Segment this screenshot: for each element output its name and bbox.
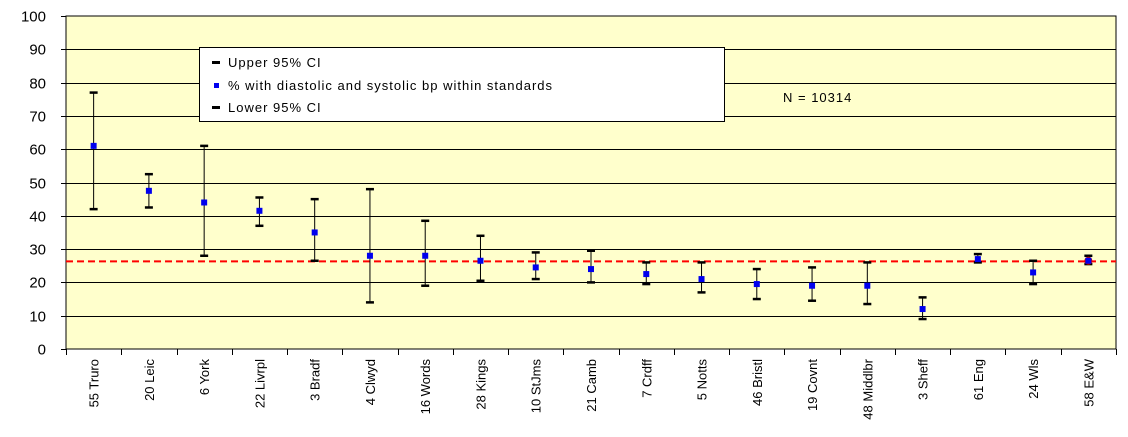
y-tick-label: 10	[29, 309, 46, 326]
error-bar	[1084, 254, 1093, 266]
y-tick-label: 70	[29, 109, 46, 126]
error-bar	[476, 234, 485, 282]
error-bar	[697, 261, 706, 294]
x-tick-label: 6 York	[197, 359, 212, 396]
error-bar	[89, 91, 98, 211]
point-marker	[201, 199, 208, 206]
legend-label-point: % with diastolic and systolic bp within …	[228, 77, 554, 93]
x-tick-label: 4 Clwyd	[363, 359, 378, 405]
point-marker	[864, 282, 871, 289]
point-marker	[311, 229, 318, 236]
error-bars	[89, 91, 1093, 321]
x-tick-label: 22 Livrpl	[252, 359, 267, 408]
x-axis: 55 Truro 20 Leic 6 York 22 Livrpl 3 Bradf 4 C…	[66, 349, 1117, 420]
point-marker	[698, 276, 705, 283]
upper-ci-symbol	[210, 60, 222, 64]
x-tick-label: 21 Camb	[584, 359, 599, 412]
x-tick-label: 55 Truro	[87, 359, 102, 407]
legend: Upper 95% CI % with diastolic and systol…	[199, 47, 725, 122]
error-bar	[973, 252, 982, 264]
lower-ci-symbol	[210, 105, 222, 109]
error-bar	[587, 249, 595, 284]
x-tick-label: 16 Words	[418, 359, 433, 415]
error-bar	[421, 219, 430, 287]
point-marker	[90, 142, 97, 149]
x-tick-label: 28 Kings	[473, 359, 488, 410]
point-marker	[145, 187, 152, 194]
point-marker	[1085, 257, 1092, 264]
error-bar	[531, 251, 540, 281]
point-marker	[1030, 269, 1037, 276]
y-tick-label: 90	[29, 42, 46, 59]
y-tick-label: 30	[29, 242, 46, 259]
x-tick-label: 58 E&W	[1081, 358, 1096, 406]
point-marker	[477, 257, 484, 264]
point-marker	[532, 264, 539, 271]
error-bar	[144, 172, 153, 209]
x-tick-label: 5 Notts	[695, 359, 710, 401]
error-bar	[1029, 259, 1038, 286]
y-axis: 0 10 20 30 40 50 60 70 80 90 100	[21, 9, 66, 359]
legend-item-lower: Lower 95% CI	[210, 98, 322, 116]
x-tick-label: 46 Bristl	[750, 359, 765, 406]
y-tick-label: 0	[38, 342, 46, 359]
legend-label-lower: Lower 95% CI	[228, 99, 322, 115]
x-tick-label: 24 Wls	[1026, 359, 1041, 399]
y-tick-label: 50	[29, 176, 46, 193]
error-bar	[255, 196, 264, 228]
x-tick-label: 48 Middlbr	[860, 358, 875, 419]
x-tick-label: 19 Covnt	[805, 359, 820, 411]
error-bar	[752, 267, 761, 301]
point-marker	[919, 306, 926, 313]
x-tick-label: 61 Eng	[971, 359, 986, 400]
y-tick-label: 100	[21, 9, 46, 26]
point-marker	[809, 282, 816, 289]
error-bar	[863, 261, 872, 306]
point-marker	[974, 256, 981, 263]
point-marker	[366, 252, 373, 259]
point-marker	[256, 207, 263, 214]
error-bar	[642, 261, 651, 286]
legend-item-upper: Upper 95% CI	[210, 53, 322, 71]
x-tick-label: 3 Bradf	[308, 359, 323, 401]
point-marker	[643, 271, 650, 278]
error-bar	[200, 144, 209, 258]
error-bar	[310, 197, 319, 263]
y-tick-label: 20	[29, 275, 46, 292]
error-bar	[808, 266, 817, 302]
point-marker	[422, 252, 429, 259]
error-bar	[365, 187, 374, 304]
legend-label-upper: Upper 95% CI	[228, 54, 322, 70]
y-tick-label: 40	[29, 209, 46, 226]
x-tick-label: 20 Leic	[142, 359, 157, 401]
point-marker	[753, 281, 760, 288]
x-tick-label: 3 Sheff	[916, 359, 931, 400]
y-tick-label: 60	[29, 142, 46, 159]
point-symbol	[210, 82, 222, 88]
error-bar	[918, 296, 927, 321]
legend-item-point: % with diastolic and systolic bp within …	[210, 76, 553, 94]
sample-size-annotation: N = 10314	[783, 90, 853, 105]
x-tick-label: 7 Crdff	[639, 359, 654, 398]
x-tick-label: 10 StJms	[529, 359, 544, 414]
point-marker	[588, 266, 594, 273]
y-tick-label: 80	[29, 76, 46, 93]
